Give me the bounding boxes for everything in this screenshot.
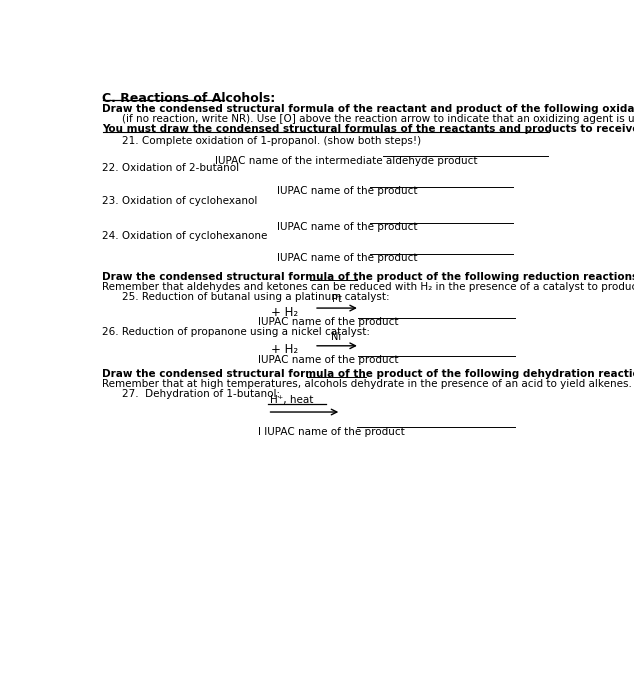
Text: Draw the condensed structural formula of the product of the following dehydratio: Draw the condensed structural formula of… (103, 369, 634, 379)
Text: Draw the condensed structural formula of the product of the following reduction : Draw the condensed structural formula of… (103, 272, 634, 282)
Text: IUPAC name of the product: IUPAC name of the product (277, 253, 417, 263)
Text: IUPAC name of the product: IUPAC name of the product (277, 186, 417, 197)
Text: IUPAC name of the intermediate aldehyde product: IUPAC name of the intermediate aldehyde … (215, 155, 477, 166)
Text: + H₂: + H₂ (271, 344, 299, 356)
Text: Draw the condensed structural formula of the reactant and product of the followi: Draw the condensed structural formula of… (103, 104, 634, 114)
Text: Remember that at high temperatures, alcohols dehydrate in the presence of an aci: Remember that at high temperatures, alco… (103, 379, 632, 389)
Text: 26. Reduction of propanone using a nickel catalyst:: 26. Reduction of propanone using a nicke… (103, 326, 370, 337)
Text: + H₂: + H₂ (271, 306, 299, 318)
Text: You must draw the condensed structural formulas of the reactants and products to: You must draw the condensed structural f… (103, 124, 634, 134)
Text: 25. Reduction of butanal using a platinum catalyst:: 25. Reduction of butanal using a platinu… (122, 292, 389, 302)
Text: 24. Oxidation of cyclohexanone: 24. Oxidation of cyclohexanone (103, 231, 268, 241)
Text: IUPAC name of the product: IUPAC name of the product (277, 222, 417, 232)
Text: (if no reaction, write NR). Use [O] above the reaction arrow to indicate that an: (if no reaction, write NR). Use [O] abov… (122, 114, 634, 124)
Text: IUPAC name of the product: IUPAC name of the product (257, 355, 398, 365)
Text: IUPAC name of the product: IUPAC name of the product (257, 317, 398, 328)
Text: C. Reactions of Alcohols:: C. Reactions of Alcohols: (103, 92, 276, 105)
Text: H⁺, heat: H⁺, heat (270, 395, 313, 405)
Text: Ni: Ni (332, 332, 342, 342)
Text: 22. Oxidation of 2-butanol: 22. Oxidation of 2-butanol (103, 163, 240, 174)
Text: 21. Complete oxidation of 1-propanol. (show both steps!): 21. Complete oxidation of 1-propanol. (s… (122, 136, 421, 146)
Text: Pt: Pt (332, 294, 342, 304)
Text: 23. Oxidation of cyclohexanol: 23. Oxidation of cyclohexanol (103, 195, 258, 206)
Text: I IUPAC name of the product: I IUPAC name of the product (257, 427, 404, 437)
Text: 27.  Dehydration of 1-butanol:: 27. Dehydration of 1-butanol: (122, 389, 280, 399)
Text: Remember that aldehydes and ketones can be reduced with H₂ in the presence of a : Remember that aldehydes and ketones can … (103, 282, 634, 292)
